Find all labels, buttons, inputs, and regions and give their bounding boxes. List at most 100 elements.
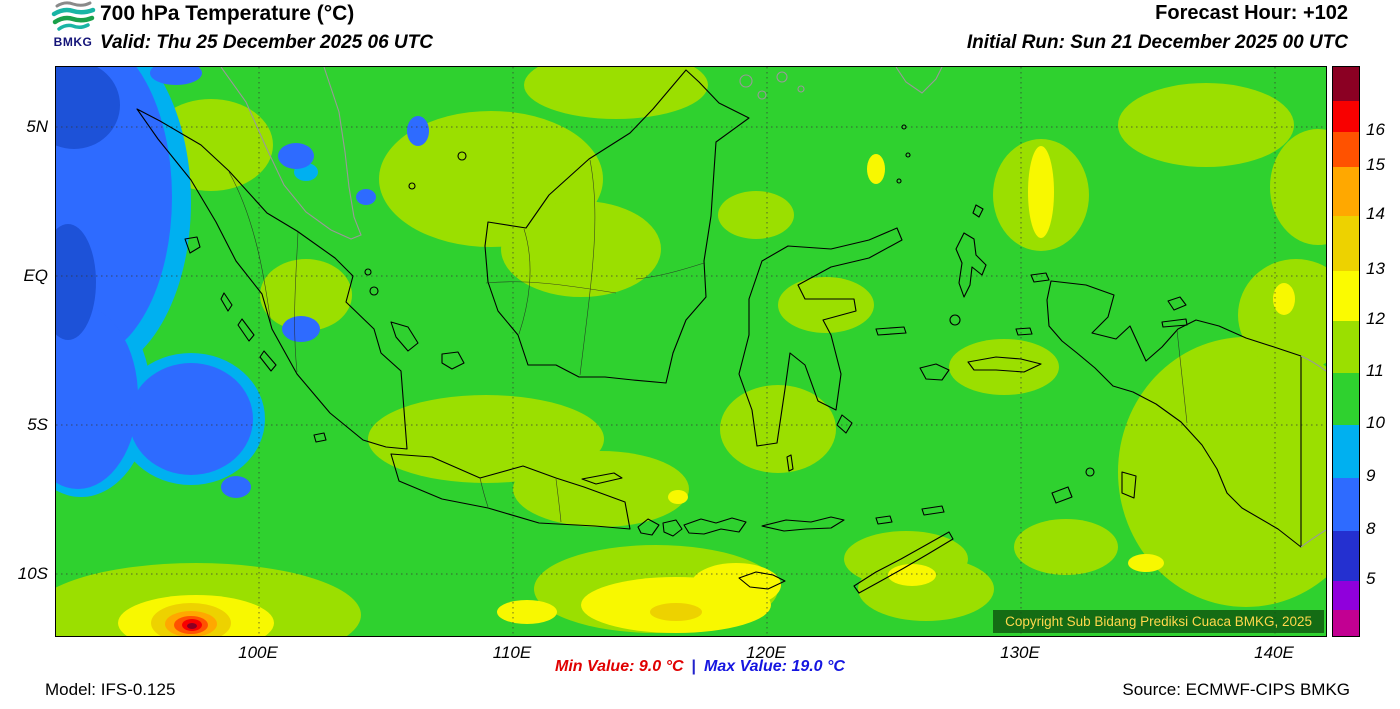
island-alor [875, 515, 893, 525]
colorbar-cell [1333, 609, 1359, 636]
island-sumba [738, 571, 786, 590]
island-singkep [364, 268, 372, 276]
island-sangihe-3 [896, 178, 902, 184]
lat-tick-label: 5S [27, 415, 48, 434]
island-waigeo [1030, 272, 1050, 283]
colorbar-tick-label: 10 [1366, 413, 1385, 433]
colorbar-tick-label: 13 [1366, 259, 1385, 279]
island-tanimbar [1051, 486, 1073, 504]
minmax-separator: | [691, 658, 696, 675]
island-seram [967, 356, 1042, 373]
colorbar-cell [1333, 271, 1359, 321]
valid-time: Valid: Thu 25 December 2025 06 UTC [100, 32, 433, 53]
island-aru [1121, 471, 1137, 499]
island-sula [875, 326, 907, 336]
model-label: Model: IFS-0.125 [45, 680, 176, 699]
island-kai [1085, 467, 1095, 477]
colorbar-cell [1333, 531, 1359, 582]
colorbar-tick-label: 9 [1366, 466, 1376, 486]
colorbar-tick-label: 15 [1366, 155, 1385, 175]
initial-run: Initial Run: Sun 21 December 2025 00 UTC [966, 32, 1348, 53]
source-label: Source: ECMWF-CIPS BMKG [1122, 680, 1350, 699]
island-mentawai [220, 292, 277, 372]
lon-tick-label: 110E [492, 643, 532, 662]
island-java [390, 453, 631, 530]
island-flores [761, 516, 845, 532]
map-svg [56, 67, 1326, 636]
colorbar [1332, 66, 1360, 637]
malay-peninsula [220, 67, 362, 240]
island-yapen [1161, 318, 1188, 328]
bmkg-logo-text: BMKG [53, 35, 93, 49]
island-buru [919, 363, 950, 381]
png-coast-north [1300, 355, 1326, 372]
colorbar-tick-label: 16 [1366, 119, 1385, 139]
lat-tick-label: EQ [23, 266, 48, 285]
sulu-island-4 [797, 85, 805, 93]
colorbar-cell [1333, 373, 1359, 426]
minmax-values: Min Value: 9.0 °C | Max Value: 19.0 °C [0, 658, 1400, 676]
max-value: Max Value: 19.0 °C [704, 658, 845, 675]
temperature-map: Copyright Sub Bidang Prediksi Cuaca BMKG… [55, 66, 1327, 637]
temp-fill-darkblue [56, 67, 120, 340]
island-sumbawa [683, 517, 747, 535]
island-sumatra [136, 108, 408, 450]
island-natuna [457, 151, 467, 161]
island-sangihe-1 [901, 124, 907, 130]
lon-tick-label: 120E [746, 643, 786, 662]
island-halmahera [955, 232, 987, 298]
colorbar-cell [1333, 581, 1359, 610]
png-coast-south [1300, 529, 1326, 548]
colorbar-cell [1333, 67, 1359, 102]
island-anambas [408, 182, 416, 190]
island-enggano [313, 432, 327, 443]
island-belitung [441, 351, 465, 370]
colorbar-cell [1333, 131, 1359, 168]
mindanao-coast [895, 67, 943, 94]
lon-tick-label: 100E [238, 643, 278, 662]
island-lombok [662, 519, 683, 537]
lon-tick-label: 130E [1000, 643, 1040, 662]
colorbar-cell [1333, 320, 1359, 374]
island-bali [637, 518, 660, 536]
island-lingga [369, 286, 379, 296]
colorbar-cell [1333, 216, 1359, 272]
island-nias [184, 236, 201, 254]
colorbar-tick-label: 5 [1366, 569, 1376, 589]
colorbar-tick-label: 8 [1366, 519, 1376, 539]
bmkg-logo: BMKG [44, 1, 102, 49]
hot-spot [151, 603, 231, 636]
island-timor [853, 531, 954, 594]
island-bangka [390, 321, 419, 352]
min-value: Min Value: 9.0 °C [555, 658, 684, 675]
island-sulawesi [738, 227, 903, 447]
sulu-island-1 [739, 74, 753, 88]
island-madura [581, 472, 623, 485]
island-obi [949, 314, 961, 326]
colorbar-labels: 16 15 14 13 12 11 10 9 8 5 [1366, 0, 1400, 709]
island-misool [1015, 327, 1033, 336]
island-morotai [972, 204, 984, 218]
lat-tick-label: 5N [26, 117, 48, 136]
admin-boundaries [228, 159, 1188, 523]
colorbar-cell [1333, 478, 1359, 532]
forecast-hour: Forecast Hour: +102 [1155, 2, 1348, 24]
copyright-overlay: Copyright Sub Bidang Prediksi Cuaca BMKG… [993, 610, 1324, 633]
colorbar-cell [1333, 101, 1359, 132]
colorbar-tick-label: 14 [1366, 204, 1385, 224]
island-wetar [921, 505, 945, 516]
colorbar-cell [1333, 167, 1359, 217]
temp-fill-gold [650, 603, 702, 621]
bmkg-logo-emblem [51, 1, 96, 31]
island-buton [836, 414, 853, 434]
gridlines [56, 67, 1326, 636]
foreign-coastlines [220, 67, 1326, 548]
page-title: 700 hPa Temperature (°C) [100, 2, 355, 25]
colorbar-cell [1333, 425, 1359, 479]
island-selayar [786, 454, 794, 472]
colorbar-tick-label: 11 [1366, 361, 1384, 381]
lon-tick-label: 140E [1254, 643, 1294, 662]
sulu-island-2 [757, 90, 767, 100]
island-biak [1167, 296, 1187, 311]
